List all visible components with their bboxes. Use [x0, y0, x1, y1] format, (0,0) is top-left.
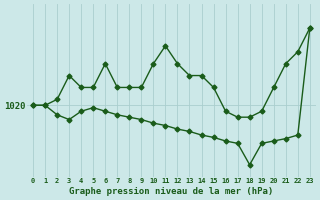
- X-axis label: Graphe pression niveau de la mer (hPa): Graphe pression niveau de la mer (hPa): [69, 187, 274, 196]
